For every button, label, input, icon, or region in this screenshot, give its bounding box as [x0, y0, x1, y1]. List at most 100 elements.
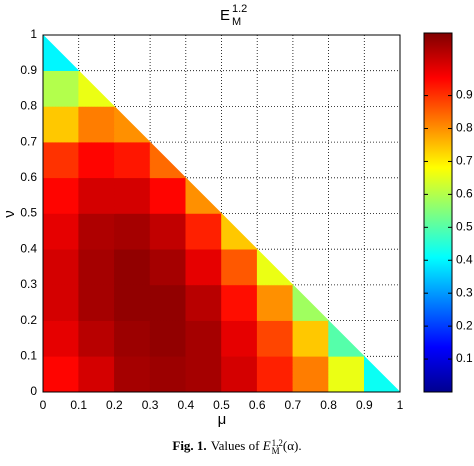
heat-cell: [256, 320, 294, 357]
y-tick-label: 0.1: [20, 348, 37, 362]
caption-symbol: E: [262, 438, 271, 453]
heat-cell: [221, 212, 258, 250]
heat-cell: [78, 213, 115, 250]
heat-cell: [185, 248, 222, 286]
x-tick-label: 0.7: [285, 398, 302, 412]
heat-cell: [78, 106, 115, 143]
heat-cell: [78, 320, 115, 357]
heat-cell: [42, 248, 80, 286]
y-tick-label: 0.3: [20, 277, 37, 291]
x-tick-label: 0.2: [106, 398, 123, 412]
colorbar-tick-label: 0.4: [456, 252, 473, 266]
heat-cell: [42, 213, 80, 250]
heat-cell: [42, 355, 80, 393]
y-tick-label: 0.8: [20, 99, 37, 113]
y-tick-label: 0.6: [20, 170, 37, 184]
heat-cell: [149, 213, 187, 250]
heat-cell: [149, 355, 187, 393]
heat-cell: [185, 177, 223, 214]
heat-cell: [292, 355, 329, 393]
heat-cell: [256, 248, 294, 286]
y-tick-label: 1: [30, 27, 37, 41]
heat-cell: [78, 69, 116, 107]
heat-cell: [149, 177, 187, 214]
heat-cell: [42, 177, 80, 214]
colorbar-tick-label: 0.8: [456, 121, 473, 135]
heat-cell: [42, 70, 80, 107]
y-tick-label: 0.5: [20, 206, 37, 220]
heat-cell: [78, 355, 115, 393]
heat-cell: [114, 141, 151, 179]
heat-cell: [185, 213, 222, 250]
colorbar-tick-label: 0.5: [456, 219, 473, 233]
heat-cell: [256, 284, 294, 321]
heat-cell: [221, 320, 258, 357]
colorbar: [423, 32, 453, 393]
heat-cell: [78, 248, 115, 286]
heat-cell: [292, 320, 329, 357]
x-tick-label: 1: [397, 398, 404, 412]
heat-cell: [78, 177, 115, 214]
colorbar-tick-label: 0.1: [456, 351, 473, 365]
x-tick-label: 0.6: [249, 398, 266, 412]
heat-cell: [114, 248, 151, 286]
heat-cell: [185, 284, 222, 321]
y-tick-label: 0: [30, 384, 37, 398]
heat-cell: [185, 320, 222, 357]
heat-cell: [221, 248, 258, 286]
y-axis-label: ν: [1, 210, 18, 218]
x-tick-label: 0.3: [142, 398, 159, 412]
chart: E M 1.2 μ ν 0 0.1 0.2 0.3 0.4 0.5 0.6 0.7 0.8 0.9…: [1, 3, 473, 428]
colorbar-tick-label: 0.9: [456, 88, 473, 102]
x-tick-label: 0.1: [70, 398, 87, 412]
y-tick-label: 0.7: [20, 134, 37, 148]
colorbar-tick-label: 0.2: [456, 318, 473, 332]
heat-cell: [42, 106, 80, 143]
heat-cell: [78, 141, 115, 179]
heat-cell: [78, 284, 115, 321]
heat-cell: [114, 284, 151, 321]
heat-cell: [114, 177, 151, 214]
heat-cell: [292, 284, 330, 321]
caption-superscript: 1,2: [271, 438, 283, 449]
heat-cell: [149, 248, 187, 286]
colorbar-tick-label: 0.3: [456, 285, 473, 299]
x-tick-label: 0: [40, 398, 47, 412]
heat-cell: [149, 284, 187, 321]
heat-cell: [185, 355, 222, 393]
caption-label: Fig. 1.: [172, 438, 207, 453]
plot-border: [42, 34, 401, 393]
y-tick-label: 0.4: [20, 241, 37, 255]
caption-scripts: 1,2 M: [271, 438, 283, 457]
heat-cell: [114, 213, 151, 250]
caption-text: Values of: [210, 438, 260, 453]
caption-argument: (α).: [282, 438, 302, 453]
heat-cell: [328, 319, 366, 357]
heat-cell: [114, 355, 151, 393]
x-tick-label: 0.8: [320, 398, 337, 412]
heat-cell: [42, 284, 80, 321]
heat-cell: [221, 355, 258, 393]
heat-cell: [149, 320, 187, 357]
heat-cell: [42, 320, 80, 357]
heat-cell: [114, 320, 151, 357]
x-axis-label: μ: [218, 411, 227, 428]
chart-title: E: [220, 7, 230, 24]
heat-cell: [42, 141, 80, 179]
heat-cell: [328, 355, 365, 393]
heat-cell: [149, 141, 187, 179]
heat-cell: [221, 284, 258, 321]
heat-cell: [256, 355, 294, 393]
heat-cell: [114, 105, 151, 143]
colorbar-tick-label: 0.7: [456, 154, 473, 168]
x-tick-label: 0.4: [177, 398, 194, 412]
chart-title-subscript: M: [232, 16, 241, 28]
chart-title-superscript: 1.2: [232, 3, 247, 15]
caption: Fig. 1. Values of E1,2 M (α).: [0, 438, 474, 457]
x-tick-label: 0.9: [356, 398, 373, 412]
caption-subscript: M: [271, 446, 280, 457]
colorbar-tick-label: 0.6: [456, 187, 473, 201]
y-tick-label: 0.9: [20, 63, 37, 77]
y-tick-label: 0.2: [20, 313, 37, 327]
